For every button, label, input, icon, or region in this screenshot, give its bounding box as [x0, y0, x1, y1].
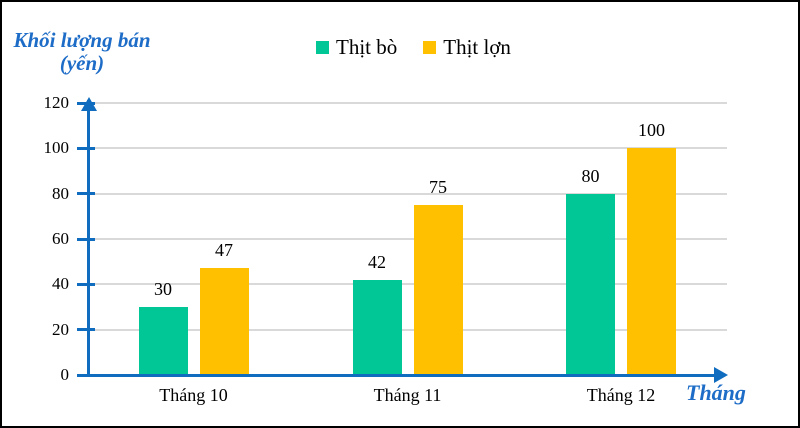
gridline	[90, 192, 727, 195]
y-tick-label: 100	[43, 138, 70, 158]
x-axis-arrow-icon	[714, 367, 728, 383]
x-category-label: Tháng 10	[159, 385, 228, 405]
y-tick-label: 120	[43, 93, 70, 112]
y-axis-tick	[77, 282, 95, 286]
x-axis-line	[81, 373, 714, 377]
legend-item: Thịt bò	[316, 34, 397, 60]
y-axis-tick	[77, 328, 95, 332]
gridline	[90, 283, 727, 286]
y-tick-label: 60	[52, 229, 69, 248]
bar-value-label: 75	[429, 177, 447, 197]
legend: Thịt bò Thịt lợn	[316, 34, 511, 60]
gridline	[90, 147, 727, 150]
y-axis-tick	[77, 192, 95, 196]
bar-value-label: 42	[368, 251, 386, 272]
bar-value-label: 100	[638, 120, 665, 141]
y-axis-title-line1: Khối lượng bán	[13, 28, 151, 52]
y-axis-title-line2: (yến)	[59, 51, 105, 75]
y-axis-title: Khối lượng bán (yến)	[4, 29, 160, 75]
bar-beef	[138, 307, 188, 374]
bar-beef	[566, 193, 615, 374]
x-category-label: Tháng 11	[373, 385, 442, 405]
y-axis-line	[87, 100, 90, 377]
y-tick-label: 40	[52, 274, 69, 294]
x-axis-title: Tháng	[686, 380, 746, 405]
gridline	[90, 238, 727, 240]
y-axis-tick	[77, 146, 95, 150]
y-axis-tick	[77, 237, 95, 241]
y-tick-label: 0	[60, 365, 70, 384]
bar-value-label: 80	[581, 165, 600, 186]
legend-label: Thịt lợn	[443, 35, 511, 59]
legend-item: Thịt lợn	[423, 34, 511, 60]
legend-label: Thịt bò	[336, 35, 398, 59]
legend-swatch-icon	[423, 40, 437, 54]
gridline	[90, 102, 727, 104]
bar-pork	[413, 205, 463, 374]
legend-swatch-icon	[316, 40, 329, 54]
bar-value-label: 30	[154, 279, 172, 299]
bar-value-label: 47	[215, 240, 233, 261]
y-tick-label: 80	[52, 183, 69, 203]
bar-pork	[199, 268, 249, 374]
y-axis-arrow-icon	[80, 97, 97, 111]
bar-pork	[627, 148, 676, 374]
x-category-label: Tháng 12	[586, 385, 656, 405]
y-tick-label: 20	[52, 319, 69, 339]
gridline	[90, 328, 727, 331]
bar-beef	[352, 279, 402, 374]
